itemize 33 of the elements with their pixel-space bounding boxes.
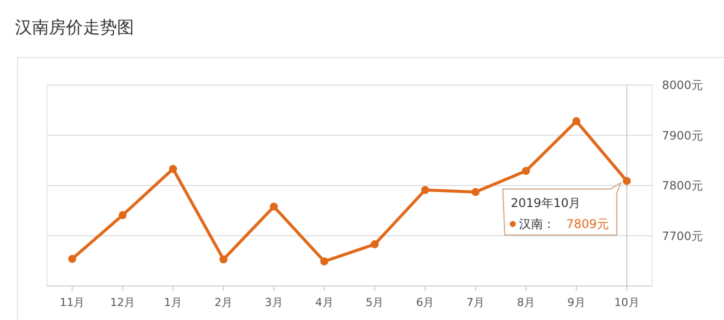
annotation: 2019年10月 bbox=[510, 196, 581, 210]
legend-label: 汉南： bbox=[518, 216, 555, 231]
x-tick-label: 2月 bbox=[214, 296, 232, 309]
point bbox=[472, 188, 480, 196]
point bbox=[68, 254, 76, 263]
x-tick-label: 9月 bbox=[567, 296, 586, 309]
x-tick-label: 3月 bbox=[264, 296, 283, 309]
x-tick-label: 12月 bbox=[110, 296, 136, 309]
data-label: 7809元 bbox=[566, 216, 609, 231]
x-tick-label: 1月 bbox=[164, 296, 182, 309]
chart-title: 汉南房价走势图 bbox=[15, 18, 134, 38]
x-tick-label: 10月 bbox=[614, 296, 640, 309]
point bbox=[370, 240, 379, 248]
x-tick-label: 8月 bbox=[516, 296, 535, 309]
point bbox=[320, 257, 328, 266]
point bbox=[572, 117, 580, 126]
point bbox=[421, 186, 430, 194]
y-tick-label: 7700元 bbox=[662, 228, 704, 243]
x-tick-label: 5月 bbox=[366, 296, 384, 309]
point bbox=[219, 255, 228, 264]
legend: 汉南： bbox=[510, 216, 555, 231]
x-tick-label: 4月 bbox=[315, 296, 334, 309]
x-tick-label: 11月 bbox=[60, 296, 85, 309]
point bbox=[270, 202, 278, 211]
point bbox=[118, 211, 127, 220]
point bbox=[622, 176, 631, 185]
y-tick-label: 7800元 bbox=[662, 178, 704, 192]
y-tick-label: 8000元 bbox=[662, 78, 704, 92]
x-tick-label: 6月 bbox=[416, 296, 434, 309]
x-tick-label: 7月 bbox=[466, 296, 485, 309]
point bbox=[169, 164, 178, 173]
point bbox=[522, 166, 530, 175]
y-tick-label: 7900元 bbox=[662, 128, 704, 142]
